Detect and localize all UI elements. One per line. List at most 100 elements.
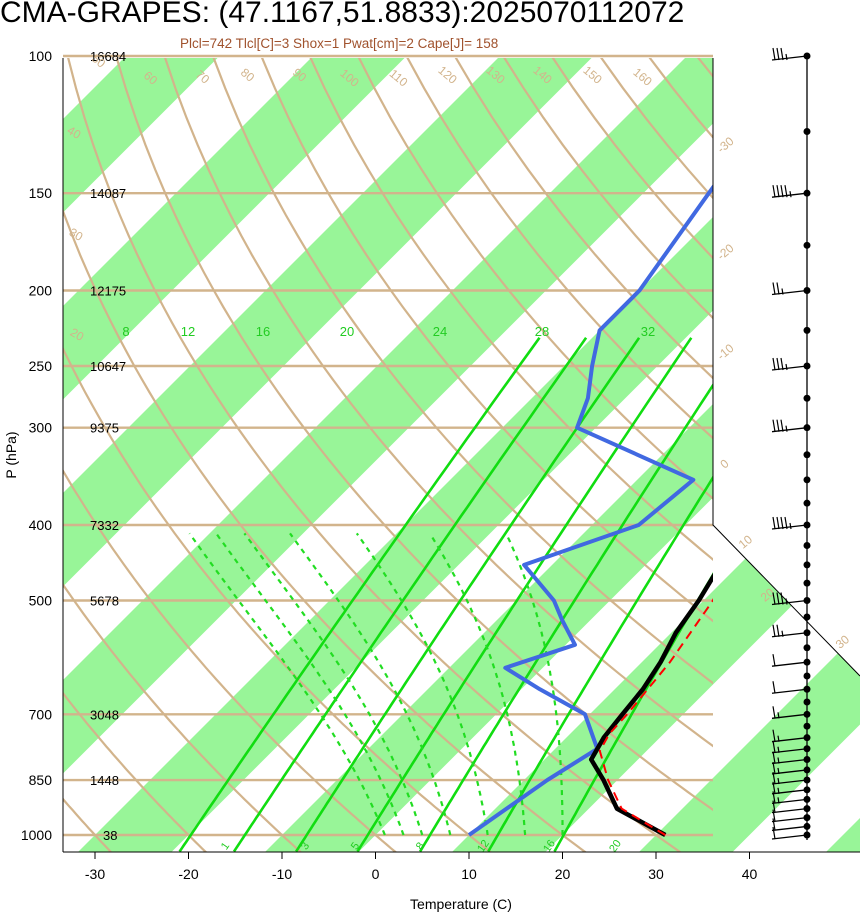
x-tick-label: 30 bbox=[648, 866, 664, 882]
wind-barb-feather bbox=[776, 516, 780, 530]
height-label: 3048 bbox=[90, 707, 119, 722]
wind-barb-feather bbox=[776, 282, 780, 295]
dry-adiabat-label: 40 bbox=[65, 123, 84, 142]
chart-title: CMA-GRAPES: (47.1167,51.8833):2025070112… bbox=[0, 0, 685, 29]
dry-adiabat bbox=[63, 797, 113, 852]
mixing-ratio-label: 24 bbox=[433, 324, 447, 339]
wind-barb bbox=[771, 289, 808, 296]
wind-barb bbox=[771, 632, 808, 638]
wind-barb-feather bbox=[776, 592, 780, 605]
pressure-tick-label: 1000 bbox=[21, 827, 52, 843]
wind-barb-feather bbox=[776, 185, 780, 198]
plot-frame-right bbox=[712, 58, 860, 677]
wind-barb-feather bbox=[772, 516, 776, 530]
wind-barb bbox=[771, 365, 808, 371]
dry-adiabat bbox=[63, 207, 588, 852]
height-label: 9375 bbox=[90, 421, 119, 436]
wind-barb-feather bbox=[776, 624, 780, 637]
wind-barb-feather bbox=[776, 419, 780, 432]
wind-barb-half bbox=[777, 777, 780, 785]
wind-barb-feather bbox=[772, 654, 776, 667]
height-label: 7332 bbox=[90, 518, 119, 533]
wind-barb-feather bbox=[780, 516, 784, 530]
mixing-ratio-label: 12 bbox=[181, 324, 195, 339]
moist-adiabat bbox=[289, 532, 452, 836]
mixing-ratio-line bbox=[356, 337, 693, 852]
dry-adiabat-label: 80 bbox=[238, 65, 257, 85]
moist-adiabat bbox=[505, 532, 564, 835]
parcel-line bbox=[598, 597, 713, 836]
pressure-tick-label: 150 bbox=[29, 185, 53, 201]
mixing-ratio-line bbox=[232, 337, 588, 852]
wind-barb-feather bbox=[772, 592, 776, 605]
wind-barb-feather bbox=[776, 357, 780, 371]
wind-barb bbox=[771, 789, 808, 795]
mixing-ratio-label: 16 bbox=[256, 324, 270, 339]
wind-barb-feather bbox=[772, 419, 776, 432]
x-tick-label: 20 bbox=[555, 866, 571, 882]
x-tick-label: 0 bbox=[372, 866, 380, 882]
wind-level-dot bbox=[803, 394, 811, 402]
wind-barb bbox=[771, 192, 808, 198]
dry-adiabat bbox=[63, 582, 303, 852]
wind-barb bbox=[771, 661, 808, 667]
dry-adiabat-label: 30 bbox=[67, 225, 86, 244]
wind-barb bbox=[771, 798, 808, 805]
wind-level-dot bbox=[803, 326, 811, 334]
dry-adiabat bbox=[63, 346, 493, 852]
wind-barb-half bbox=[789, 191, 792, 198]
dry-adiabat bbox=[454, 58, 713, 380]
moist-adiabat-label: 8 bbox=[414, 840, 427, 852]
wind-level-dot bbox=[803, 542, 811, 550]
wind-barb-half bbox=[781, 288, 784, 295]
wind-barb-feather bbox=[772, 282, 776, 295]
mixing-ratio-label: 28 bbox=[535, 324, 549, 339]
wind-barb-half bbox=[777, 767, 780, 775]
wind-level-dot bbox=[803, 499, 811, 507]
wind-barb bbox=[771, 713, 808, 719]
moist-adiabat-label: 16 bbox=[541, 838, 558, 855]
wind-level-dot bbox=[803, 451, 811, 459]
isotherm-band bbox=[63, 58, 405, 400]
wind-barb bbox=[771, 55, 808, 61]
wind-barb bbox=[771, 748, 808, 754]
isotherm-band bbox=[78, 217, 713, 852]
wind-barb bbox=[771, 427, 808, 433]
wind-level-dot bbox=[803, 672, 811, 680]
pressure-tick-label: 400 bbox=[29, 517, 53, 533]
x-tick-label: -30 bbox=[85, 866, 105, 882]
wind-barb bbox=[771, 769, 808, 775]
wind-barb-feather bbox=[780, 419, 784, 432]
pressure-tick-label: 250 bbox=[29, 358, 53, 374]
wind-level-dot bbox=[803, 579, 811, 587]
moist-adiabat-label: 1 bbox=[219, 840, 232, 852]
isotherm-label: -30 bbox=[714, 134, 737, 156]
wind-barb-feather bbox=[772, 740, 776, 753]
wind-barb bbox=[771, 834, 808, 840]
wind-barb-feather bbox=[784, 516, 788, 530]
wind-barb-half bbox=[777, 797, 780, 804]
wind-barb-feather bbox=[772, 818, 776, 831]
x-axis-label: Temperature (C) bbox=[410, 896, 512, 912]
dry-adiabat bbox=[260, 58, 713, 623]
moist-adiabat bbox=[215, 532, 405, 836]
wind-level-dot bbox=[803, 241, 811, 249]
wind-barb-feather bbox=[772, 624, 776, 637]
dry-adiabat bbox=[63, 468, 398, 852]
wind-barb-feather bbox=[772, 357, 776, 371]
x-tick-label: -20 bbox=[178, 866, 198, 882]
mixing-ratio-label: 20 bbox=[340, 324, 354, 339]
wind-level-dot bbox=[803, 561, 811, 569]
wind-level-dot bbox=[803, 644, 811, 652]
dry-adiabat bbox=[406, 58, 713, 440]
dry-adiabat-label: 120 bbox=[435, 63, 460, 87]
wind-barb-feather bbox=[772, 47, 776, 61]
wind-barb-feather bbox=[772, 729, 776, 742]
pressure-tick-label: 200 bbox=[29, 283, 53, 299]
wind-barb-half bbox=[777, 757, 780, 764]
dry-adiabat bbox=[63, 691, 208, 852]
wind-barb-feather bbox=[772, 826, 776, 840]
wind-barb bbox=[771, 524, 808, 530]
wind-barb-feather bbox=[772, 185, 776, 198]
